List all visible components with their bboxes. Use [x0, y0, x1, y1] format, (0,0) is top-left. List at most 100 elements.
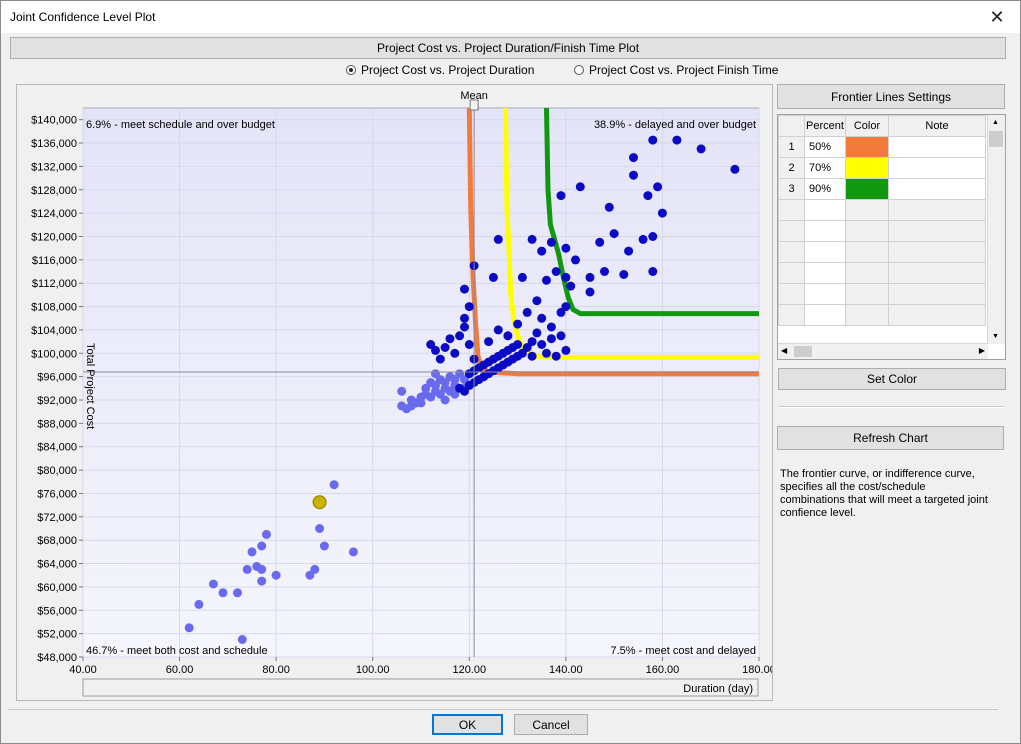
scatter-point: [455, 331, 465, 341]
scatter-point: [315, 524, 325, 533]
frontier-lines-settings-header: Frontier Lines Settings: [777, 84, 1005, 109]
radio-unchecked-icon[interactable]: [574, 65, 584, 75]
quadrant-top-left-label: 6.9% - meet schedule and over budget: [86, 119, 275, 131]
ok-button[interactable]: OK: [432, 714, 503, 735]
scatter-point: [218, 588, 228, 598]
grid-row[interactable]: 1 50%: [778, 136, 986, 158]
horizontal-scrollbar[interactable]: ◀ ▶: [778, 343, 988, 359]
y-tick-label: $100,000: [31, 348, 77, 360]
scatter-point: [522, 307, 532, 317]
scatter-point: [575, 182, 585, 192]
color-swatch-cell[interactable]: [845, 136, 889, 158]
hscrollbar-thumb[interactable]: [794, 346, 812, 357]
plot-title-bar: Project Cost vs. Project Duration/Finish…: [10, 37, 1006, 59]
scatter-point: [445, 334, 455, 344]
scatter-point: [672, 135, 682, 145]
scatter-point: [653, 182, 663, 192]
scroll-right-icon[interactable]: ▶: [978, 346, 985, 355]
scatter-point: [257, 564, 267, 574]
scatter-point: [237, 635, 247, 644]
scatter-point: [479, 360, 489, 370]
y-tick-label: $92,000: [37, 395, 77, 407]
scatter-point: [493, 234, 503, 244]
scatter-point: [431, 345, 440, 355]
grid-header-note: Note: [888, 115, 986, 137]
scatter-point: [257, 576, 267, 586]
scatter-point: [643, 191, 653, 201]
scatter-point: [271, 570, 281, 580]
scatter-point: [561, 345, 571, 355]
radio-duration[interactable]: Project Cost vs. Project Duration: [346, 63, 534, 77]
cancel-button[interactable]: Cancel: [514, 714, 588, 735]
grid-header-percent: Percent: [804, 115, 846, 137]
scatter-point: [208, 579, 218, 589]
bottom-separator: [8, 709, 998, 710]
percent-cell[interactable]: 50%: [804, 136, 846, 158]
set-color-button[interactable]: Set Color: [778, 368, 1006, 390]
y-tick-label: $124,000: [31, 208, 77, 220]
scatter-point: [551, 351, 561, 361]
percent-cell[interactable]: 70%: [804, 157, 846, 179]
scatter-point: [517, 272, 527, 282]
scatter-point: [648, 232, 658, 241]
radio-duration-label: Project Cost vs. Project Duration: [361, 63, 535, 77]
y-tick-label: $128,000: [31, 185, 77, 197]
y-tick-label: $112,000: [32, 278, 77, 290]
scatter-point: [542, 348, 551, 358]
scatter-point: [537, 313, 547, 323]
y-tick-label: $96,000: [37, 372, 77, 384]
scatter-point: [537, 340, 547, 349]
grid-row[interactable]: 3 90%: [778, 178, 986, 200]
color-swatch-cell[interactable]: [845, 157, 889, 179]
note-cell[interactable]: [888, 178, 986, 200]
scatter-point: [629, 153, 638, 163]
mean-label: Mean: [460, 90, 488, 102]
scatter-point: [556, 191, 566, 201]
grid-corner-header: [778, 115, 805, 137]
color-swatch-cell[interactable]: [845, 178, 889, 200]
y-tick-label: $88,000: [37, 418, 77, 430]
scatter-point: [595, 237, 605, 247]
radio-finish-time[interactable]: Project Cost vs. Project Finish Time: [574, 63, 778, 77]
x-tick-label: 140.00: [549, 664, 583, 676]
joint-confidence-chart: Mean $48,000 $52,000 $56,000 $60,000 $64,000…: [31, 90, 772, 697]
scatter-point: [247, 547, 257, 557]
scrollbar-thumb[interactable]: [989, 131, 1003, 147]
y-tick-label: $48,000: [37, 652, 77, 664]
note-cell[interactable]: [888, 157, 986, 179]
scatter-point: [561, 302, 571, 312]
scatter-point: [624, 246, 634, 256]
scatter-point: [416, 398, 426, 408]
scroll-left-icon[interactable]: ◀: [781, 346, 788, 355]
scatter-point: [546, 334, 556, 344]
x-tick-label: 60.00: [166, 664, 194, 676]
percent-cell[interactable]: 90%: [804, 178, 846, 200]
radio-checked-icon[interactable]: [346, 65, 356, 75]
grid-row[interactable]: 2 70%: [778, 157, 986, 179]
scatter-point: [585, 272, 595, 282]
y-tick-label: $68,000: [37, 535, 77, 547]
y-tick-label: $140,000: [31, 115, 77, 127]
y-tick-label: $132,000: [31, 161, 77, 173]
radio-finish-label: Project Cost vs. Project Finish Time: [589, 63, 779, 77]
scatter-point: [571, 255, 580, 265]
quadrant-top-right-label: 38.9% - delayed and over budget: [594, 119, 756, 131]
y-tick-label: $104,000: [31, 325, 77, 337]
x-axis-label: Duration (day): [683, 683, 753, 695]
scatter-point: [542, 275, 551, 285]
scatter-point: [532, 328, 542, 338]
scroll-up-icon[interactable]: ▲: [992, 119, 999, 126]
vertical-scrollbar[interactable]: ▲ ▼: [987, 115, 1005, 344]
scroll-down-icon[interactable]: ▼: [992, 333, 999, 340]
y-tick-label: $108,000: [31, 302, 77, 314]
scatter-point: [460, 313, 469, 323]
note-cell[interactable]: [888, 136, 986, 158]
scatter-point: [522, 343, 532, 352]
refresh-chart-button[interactable]: Refresh Chart: [777, 426, 1004, 450]
scatter-point: [532, 296, 542, 306]
close-icon[interactable]: ✕: [989, 6, 1005, 27]
x-tick-label: 40.00: [69, 664, 97, 676]
scatter-point: [604, 202, 614, 212]
scatter-point: [262, 529, 271, 539]
scatter-point: [503, 331, 513, 341]
